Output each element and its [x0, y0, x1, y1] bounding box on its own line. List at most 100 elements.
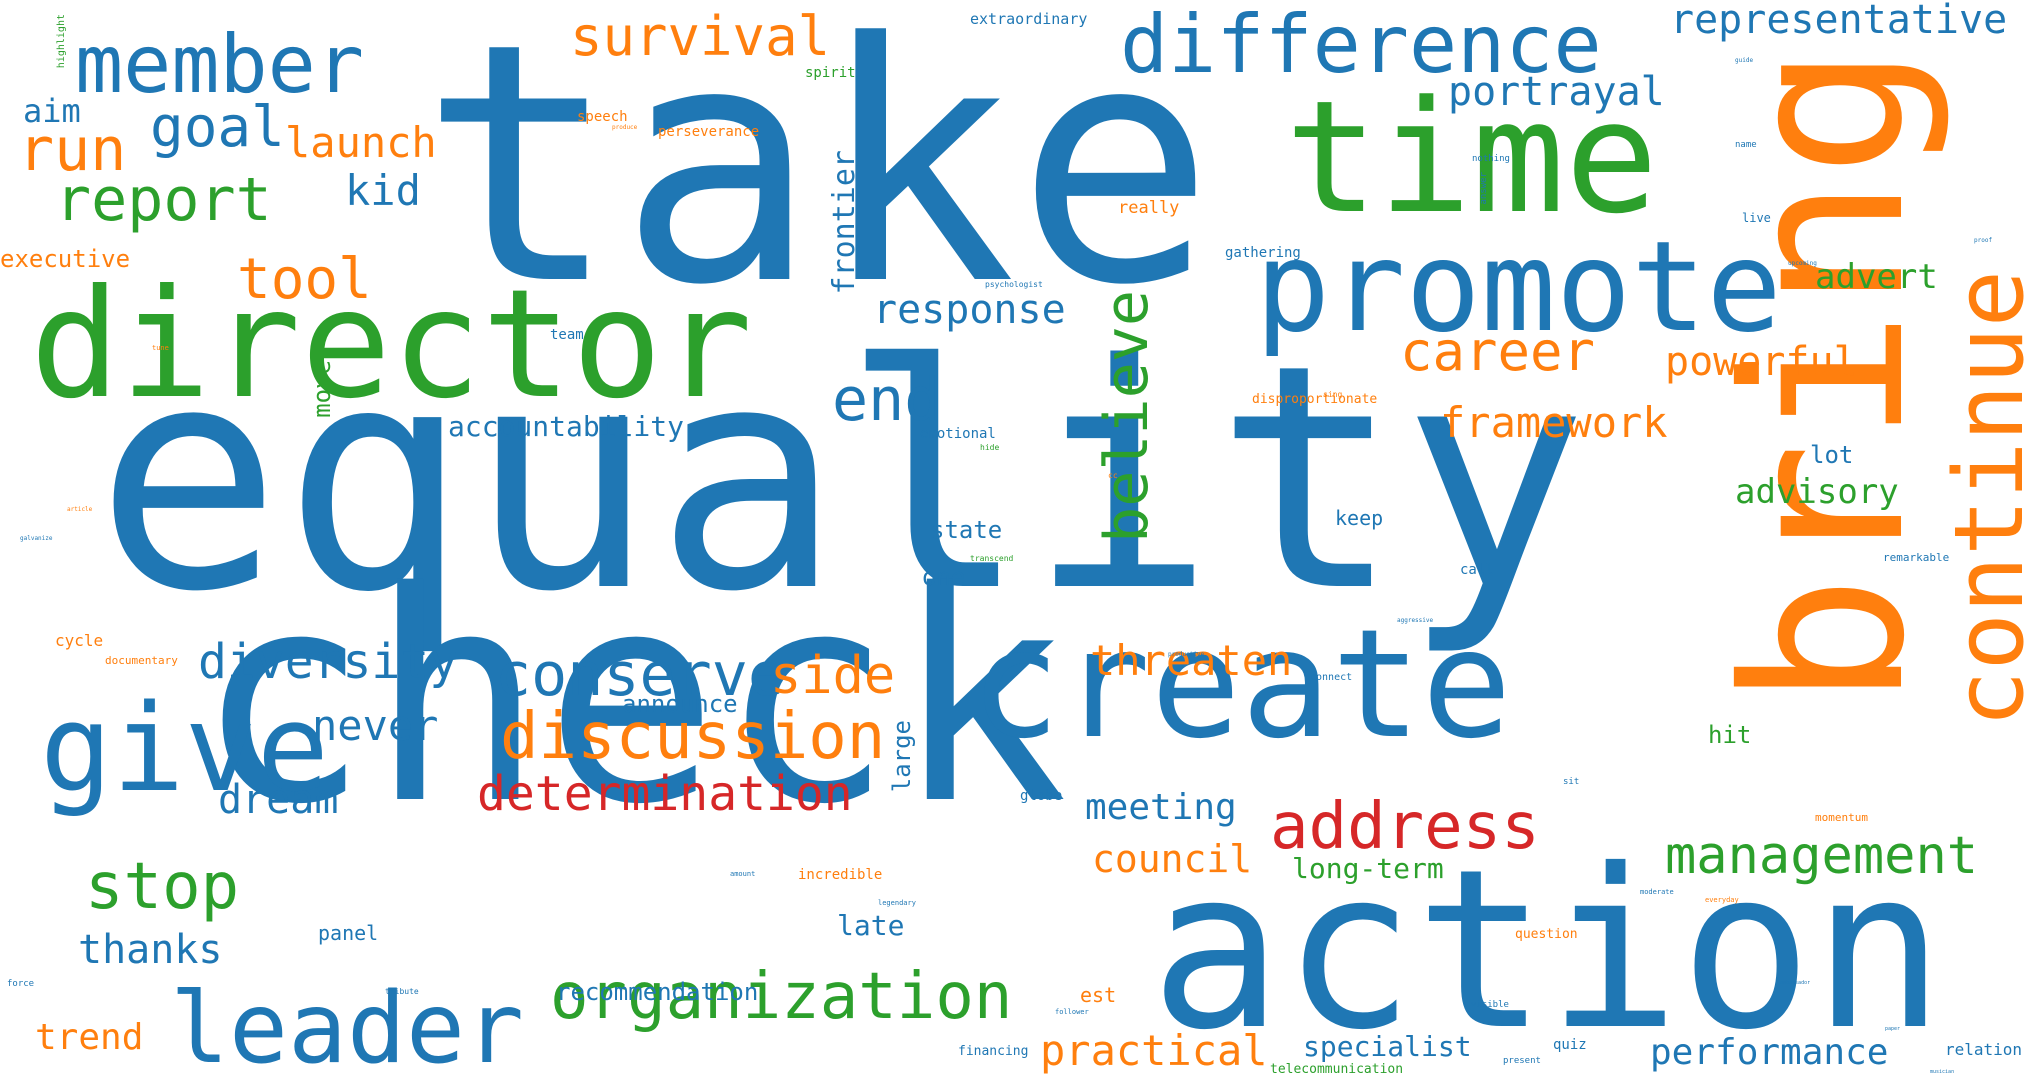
word-conserve: conserve — [495, 640, 784, 710]
word-promote: promote — [1255, 215, 1782, 360]
word-live: live — [1742, 211, 1771, 225]
word-continue: continue — [1935, 270, 2040, 728]
word-portrayal: portrayal — [1448, 69, 1665, 115]
word-believe: believe — [1092, 290, 1162, 543]
word-large: large — [888, 720, 916, 793]
word-thanks: thanks — [78, 927, 223, 973]
word-name: name — [1735, 140, 1757, 150]
word-action: action — [1150, 822, 1945, 1078]
word-documentary: documentary — [105, 654, 178, 667]
word-cycle: cycle — [55, 631, 104, 650]
word-sit: sit — [1563, 777, 1580, 787]
word-telecommunication: telecommunication — [1270, 1062, 1404, 1077]
word-gathering: gathering — [1225, 245, 1301, 261]
word-nothing: nothing — [1472, 154, 1510, 164]
word-aggressive: aggressive — [1397, 617, 1434, 624]
word-ambassador: ambassador — [1780, 980, 1811, 986]
word-speech: speech — [577, 109, 628, 125]
word-state: state — [930, 516, 1003, 544]
word-tribute: tribute — [385, 987, 419, 996]
word-injustice: injustice — [180, 431, 208, 437]
word-follower: follower — [1055, 1008, 1089, 1016]
word-performance: performance — [1650, 1032, 1889, 1073]
word-discussion: discussion — [500, 700, 886, 774]
word-momentum: momentum — [1815, 811, 1868, 824]
word-difference: difference — [1120, 0, 1602, 91]
word-address: address — [1270, 790, 1540, 864]
word-keep: keep — [1335, 506, 1384, 530]
word-answer: answer — [1479, 172, 1489, 205]
word-emotional: emotional — [920, 426, 996, 442]
word-announce: announce — [622, 690, 738, 718]
word-force: force — [7, 979, 35, 989]
word-end: end — [832, 365, 941, 435]
word-take: take — [420, 0, 1215, 357]
word-director: director — [30, 258, 753, 432]
word-hide: hide — [980, 443, 1000, 452]
word-globe: globe — [1020, 788, 1063, 804]
word-sing: sing — [1323, 390, 1343, 399]
word-galvanize: galvanize — [20, 535, 53, 542]
word-career: career — [1400, 320, 1596, 383]
word-extraordinary: extraordinary — [970, 10, 1088, 28]
word-disproportionate: disproportionate — [1252, 392, 1378, 407]
word-hit: hit — [1708, 721, 1752, 749]
word-musician: musician — [1930, 1069, 1955, 1075]
word-guide: guide — [1735, 57, 1754, 64]
word-question: question — [1515, 927, 1578, 942]
word-moderate: moderate — [1640, 888, 1674, 896]
word-visible: visible — [1471, 1000, 1509, 1010]
word-survival: survival — [570, 5, 831, 68]
word-leader: leader — [170, 972, 525, 1080]
word-cc: cc — [1108, 471, 1118, 480]
word-upcoming: upcoming — [1788, 260, 1817, 267]
word-member: member — [75, 18, 364, 111]
word-productive: productive — [1168, 651, 1205, 658]
word-move: move — [308, 360, 336, 418]
word-executive: executive — [0, 245, 131, 273]
word-launch: launch — [285, 118, 437, 167]
word-check: check — [195, 531, 1068, 868]
word-transcend: transcend — [970, 554, 1014, 563]
word-spirit: spirit — [805, 65, 856, 81]
word-incredible: incredible — [798, 867, 883, 883]
word-determination: determination — [477, 766, 853, 822]
word-tune: tune — [152, 344, 169, 352]
word-kid: kid — [345, 166, 421, 215]
word-time: time — [1285, 67, 1659, 248]
word-produce: produce — [612, 124, 638, 131]
word-organization: organization — [550, 960, 1013, 1034]
word-practical: practical — [1040, 1026, 1268, 1075]
word-aim: aim — [23, 92, 81, 130]
word-equality: equality — [95, 299, 1589, 660]
word-really: really — [1118, 198, 1180, 218]
word-stop: stop — [85, 850, 240, 924]
word-paper: paper — [1885, 1026, 1901, 1032]
word-run: run — [18, 115, 127, 185]
word-tool: tool — [237, 247, 372, 312]
word-article: article — [67, 506, 93, 513]
word-trend: trend — [35, 1017, 144, 1058]
word-everyday: everyday — [1705, 896, 1739, 904]
word-panel: panel — [318, 921, 379, 945]
word-management: management — [1665, 826, 1979, 886]
word-remarkable: remarkable — [1883, 551, 1950, 564]
word-financing: financing — [958, 1044, 1029, 1059]
word-advisory: advisory — [1735, 472, 1899, 512]
word-threaten: threaten — [1090, 636, 1293, 685]
word-never: never — [312, 701, 439, 750]
word-relation: relation — [1945, 1040, 2023, 1059]
word-quiz: quiz — [1553, 1037, 1587, 1053]
word-advert: advert — [1815, 257, 1938, 297]
word-framework: framework — [1440, 398, 1668, 447]
word-goal: goal — [150, 95, 285, 160]
word-amount: amount — [730, 870, 756, 878]
word-call: call — [1460, 562, 1494, 578]
word-side: side — [770, 646, 896, 706]
word-long-term: long-term — [1292, 852, 1444, 885]
word-est: est — [1080, 983, 1117, 1007]
word-specialist: specialist — [1303, 1030, 1472, 1063]
word-accountability: accountability — [448, 410, 685, 443]
word-response: response — [873, 287, 1066, 333]
